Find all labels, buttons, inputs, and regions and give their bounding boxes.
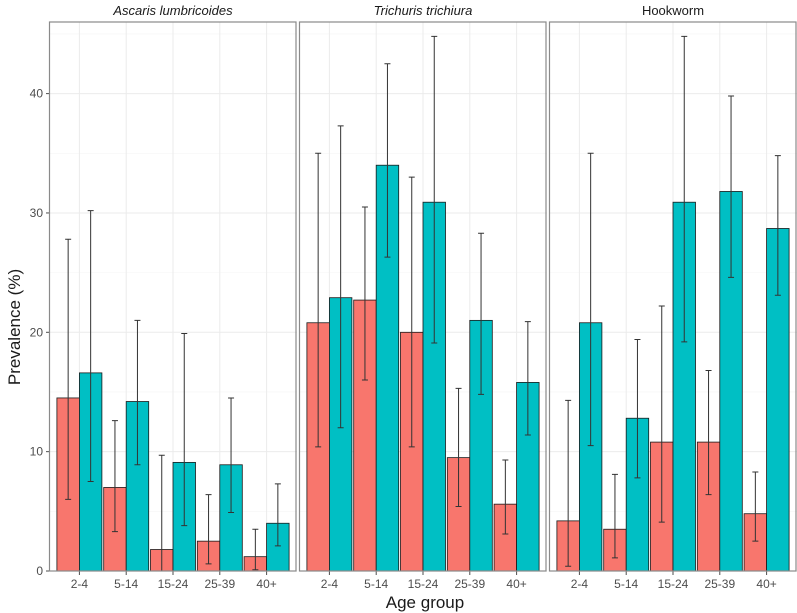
x-tick-label: 5-14 [614,577,638,591]
y-tick-label: 10 [30,445,44,459]
error-bar [658,305,665,523]
x-tick-label: 2-4 [321,577,339,591]
y-tick-label: 20 [30,325,44,339]
error-bar [728,95,735,278]
error-bar [87,210,94,482]
x-tick-label: 40+ [756,577,776,591]
error-bar [65,238,72,500]
x-tick-label: 40+ [256,577,276,591]
x-tick-label: 15-24 [658,577,689,591]
panel-title: Ascaris lumbricoides [112,3,233,18]
panel-border [548,21,797,572]
error-bar [274,483,281,547]
panel-border [48,21,297,572]
x-axis-title: Age group [386,593,464,612]
error-bar [181,332,188,527]
x-tick-label: 5-14 [114,577,138,591]
panel-title: Trichuris trichiura [374,3,473,18]
x-tick-label: 25-39 [454,577,485,591]
error-bar [134,319,141,466]
x-tick-label: 15-24 [408,577,439,591]
error-bar [565,399,572,567]
panel-3: Hookworm 2-4 5-14 15-24 25-39 40+ [548,3,797,591]
error-bar [408,176,415,448]
error-bar [337,125,344,429]
x-tick-label: 25-39 [704,577,735,591]
y-tick-label: 30 [30,206,44,220]
error-bar [455,387,462,508]
error-bar [361,206,368,381]
error-bar [252,528,259,571]
error-bar [611,473,618,559]
panels-layer: 0 10 20 30 40 Ascaris lumbricoides 2-4 5-14 15-2… [30,3,797,591]
x-tick-label: 40+ [506,577,526,591]
x-tick-label: 2-4 [71,577,89,591]
panel-title: Hookworm [642,3,704,18]
panel-border [298,21,547,572]
error-bar [502,459,509,535]
error-bar [634,338,641,479]
x-tick-label: 25-39 [204,577,235,591]
error-bar [228,397,235,514]
y-axis-title: Prevalence (%) [5,269,24,385]
error-bar [752,471,759,542]
y-tick-label: 40 [30,87,44,101]
error-bar [478,232,485,395]
error-bar [384,63,391,258]
error-bar [587,152,594,447]
error-bar [774,155,781,296]
error-bar [524,321,531,436]
error-bar [681,35,688,343]
panel-1: Ascaris lumbricoides 2-4 5-14 15-24 25-39 40+ [48,3,297,591]
y-tick-label: 0 [36,564,43,578]
x-tick-label: 5-14 [364,577,388,591]
error-bar [705,369,712,496]
x-tick-label: 2-4 [571,577,589,591]
error-bar [431,35,438,344]
error-bar [205,494,212,565]
error-bar [111,420,118,533]
error-bar [315,152,322,448]
x-tick-label: 15-24 [158,577,189,591]
panel-2: Trichuris trichiura 2-4 5-14 15-24 25-39 40+ [298,3,547,591]
